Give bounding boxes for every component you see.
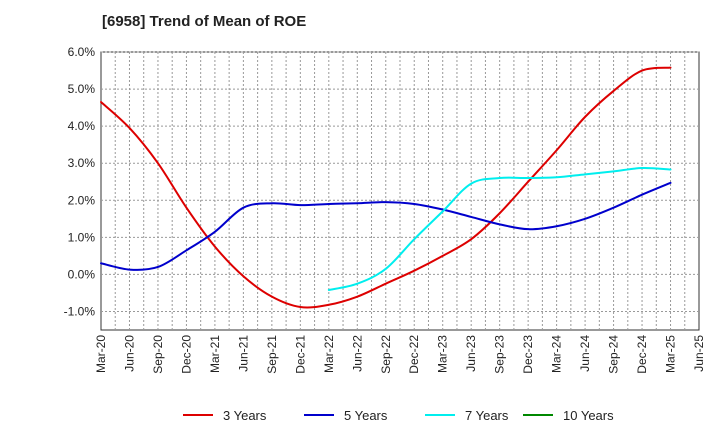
legend-label-3-years: 3 Years <box>223 408 267 423</box>
x-tick-label: Mar-23 <box>436 335 450 373</box>
chart-title: [6958] Trend of Mean of ROE <box>102 13 306 30</box>
plot-area <box>100 51 700 331</box>
x-tick-label: Sep-20 <box>151 335 165 374</box>
y-tick-label: 5.0% <box>68 82 96 96</box>
x-tick-label: Sep-23 <box>493 335 507 374</box>
x-tick-label: Sep-22 <box>379 335 393 374</box>
y-tick-label: 2.0% <box>68 193 96 207</box>
x-tick-label: Mar-20 <box>94 335 108 373</box>
y-tick-label: 0.0% <box>68 267 96 281</box>
x-tick-label: Mar-24 <box>550 335 564 373</box>
x-tick-label: Jun-22 <box>350 335 364 372</box>
x-tick-label: Dec-22 <box>407 335 421 374</box>
legend: 3 Years 5 Years 7 Years 10 Years <box>183 408 614 423</box>
legend-label-7-years: 7 Years <box>465 408 509 423</box>
y-tick-label: 1.0% <box>68 230 96 244</box>
x-tick-label: Sep-21 <box>265 335 279 374</box>
series-line-7-years <box>327 166 672 291</box>
x-tick-label: Jun-20 <box>122 335 136 372</box>
series-line-3-years <box>100 66 672 309</box>
x-tick-label: Mar-22 <box>322 335 336 373</box>
x-axis-ticks: Mar-20 Jun-20 Sep-20 Dec-20 Mar-21 Jun-21 Sep-… <box>94 335 706 374</box>
legend-label-5-years: 5 Years <box>344 408 388 423</box>
legend-label-10-years: 10 Years <box>563 408 614 423</box>
y-tick-label: 3.0% <box>68 156 96 170</box>
x-tick-label: Dec-24 <box>635 335 649 374</box>
x-tick-label: Mar-25 <box>664 335 678 373</box>
y-tick-label: -1.0% <box>64 304 96 318</box>
x-tick-label: Dec-20 <box>179 335 193 374</box>
y-tick-label: 6.0% <box>68 45 96 59</box>
y-axis-ticks: 6.0% 5.0% 4.0% 3.0% 2.0% 1.0% 0.0% -1.0% <box>64 45 96 318</box>
y-tick-label: 4.0% <box>68 119 96 133</box>
x-tick-label: Jun-25 <box>692 335 706 372</box>
series-line-5-years <box>100 181 672 271</box>
x-tick-label: Sep-24 <box>607 335 621 374</box>
x-tick-label: Mar-21 <box>208 335 222 373</box>
x-tick-label: Jun-24 <box>578 335 592 372</box>
x-tick-label: Dec-23 <box>521 335 535 374</box>
x-tick-label: Jun-21 <box>236 335 250 372</box>
x-tick-label: Dec-21 <box>293 335 307 374</box>
series-lines <box>100 66 672 309</box>
x-tick-label: Jun-23 <box>464 335 478 372</box>
